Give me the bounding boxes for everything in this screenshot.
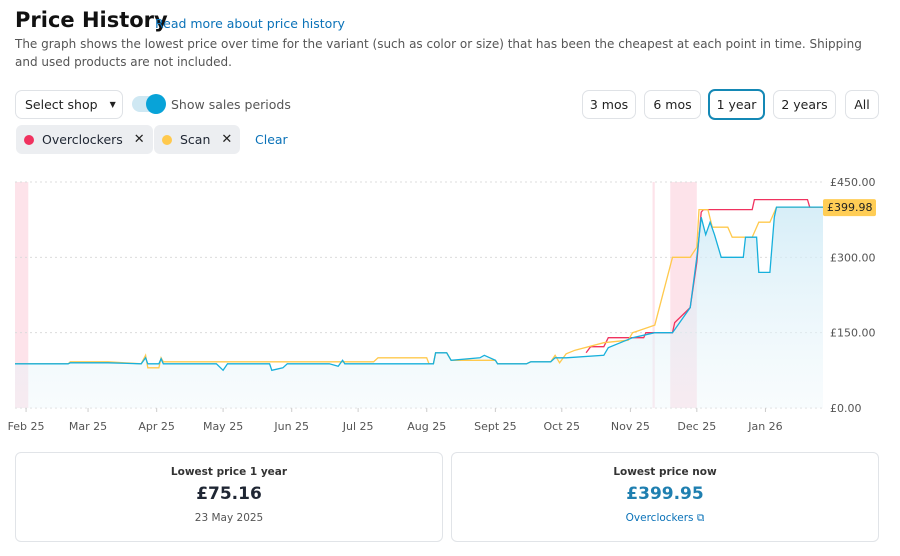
current-price-badge	[823, 199, 876, 217]
card-label: Lowest price 1 year	[170, 466, 288, 478]
x-tick-label: Jun 25	[273, 420, 309, 433]
lowest-price-now-card: Lowest price now £399.95 Overclockers ⧉	[451, 452, 879, 542]
x-tick-label: Jan 26	[747, 420, 782, 433]
toggle-knob	[146, 94, 166, 114]
sales-periods-toggle[interactable]	[132, 94, 166, 114]
y-tick-label: £150.00	[830, 327, 876, 340]
shop-name: Overclockers	[625, 512, 694, 524]
select-shop-dropdown[interactable]: Select shop ▼	[15, 90, 123, 119]
x-tick-label: Dec 25	[677, 420, 716, 433]
shop-link[interactable]: Overclockers ⧉	[626, 512, 705, 524]
card-label: Lowest price now	[613, 466, 717, 478]
scan-dot-icon	[162, 134, 172, 145]
current-price-label: £399.98	[827, 201, 873, 214]
sales-period-band	[652, 182, 655, 408]
x-tick-label: Nov 25	[611, 420, 650, 433]
x-tick-label: Feb 25	[8, 420, 45, 433]
range-3-mos[interactable]: 3 mos	[582, 90, 636, 119]
x-tick-label: Sept 25	[474, 420, 517, 433]
x-tick-label: Aug 25	[407, 420, 446, 433]
description: The graph shows the lowest price over ti…	[15, 37, 862, 69]
clear-filters-link[interactable]: Clear	[255, 132, 288, 147]
overclockers-dot-icon	[24, 134, 34, 145]
y-tick-label: £300.00	[830, 251, 876, 264]
card-date: 23 May 2025	[194, 512, 264, 524]
chip-label: Scan	[180, 132, 211, 147]
y-tick-label: £0.00	[830, 402, 862, 415]
range-all[interactable]: All	[845, 90, 879, 119]
caret-down-icon: ▼	[109, 100, 116, 109]
series-line	[15, 206, 823, 372]
select-shop-label: Select shop	[25, 97, 98, 112]
y-tick-label: £450.00	[830, 176, 876, 189]
chip-label: Overclockers	[42, 132, 123, 147]
close-icon[interactable]: ✕	[133, 132, 145, 147]
filter-chip-scan: Scan ✕	[154, 125, 241, 154]
range-6-mos[interactable]: 6 mos	[644, 90, 701, 119]
read-more-link[interactable]: Read more about price history	[155, 16, 345, 31]
sales-periods-label: Show sales periods	[171, 97, 291, 112]
card-value: £75.16	[196, 484, 262, 504]
series-area	[15, 207, 823, 408]
filter-chip-overclockers: Overclockers ✕	[16, 125, 153, 154]
range-1-year[interactable]: 1 year	[708, 89, 765, 120]
close-icon[interactable]: ✕	[221, 132, 233, 147]
x-tick-label: Jul 25	[342, 420, 374, 433]
range-2-years[interactable]: 2 years	[773, 90, 836, 119]
x-tick-label: Mar 25	[69, 420, 107, 433]
lowest-price-year-card: Lowest price 1 year £75.16 23 May 2025	[15, 452, 443, 542]
price-chart[interactable]: £0.00 £150.00 £300.00 £450.00 Feb 25 Mar 25 Ap…	[0, 0, 900, 445]
x-tick-label: Apr 25	[138, 420, 175, 433]
x-tick-label: Oct 25	[544, 420, 581, 433]
external-link-icon: ⧉	[696, 512, 705, 524]
x-tick-label: May 25	[203, 420, 243, 433]
sales-period-band	[15, 182, 29, 408]
page-title: Price History	[15, 8, 168, 32]
card-value: £399.95	[626, 484, 704, 504]
